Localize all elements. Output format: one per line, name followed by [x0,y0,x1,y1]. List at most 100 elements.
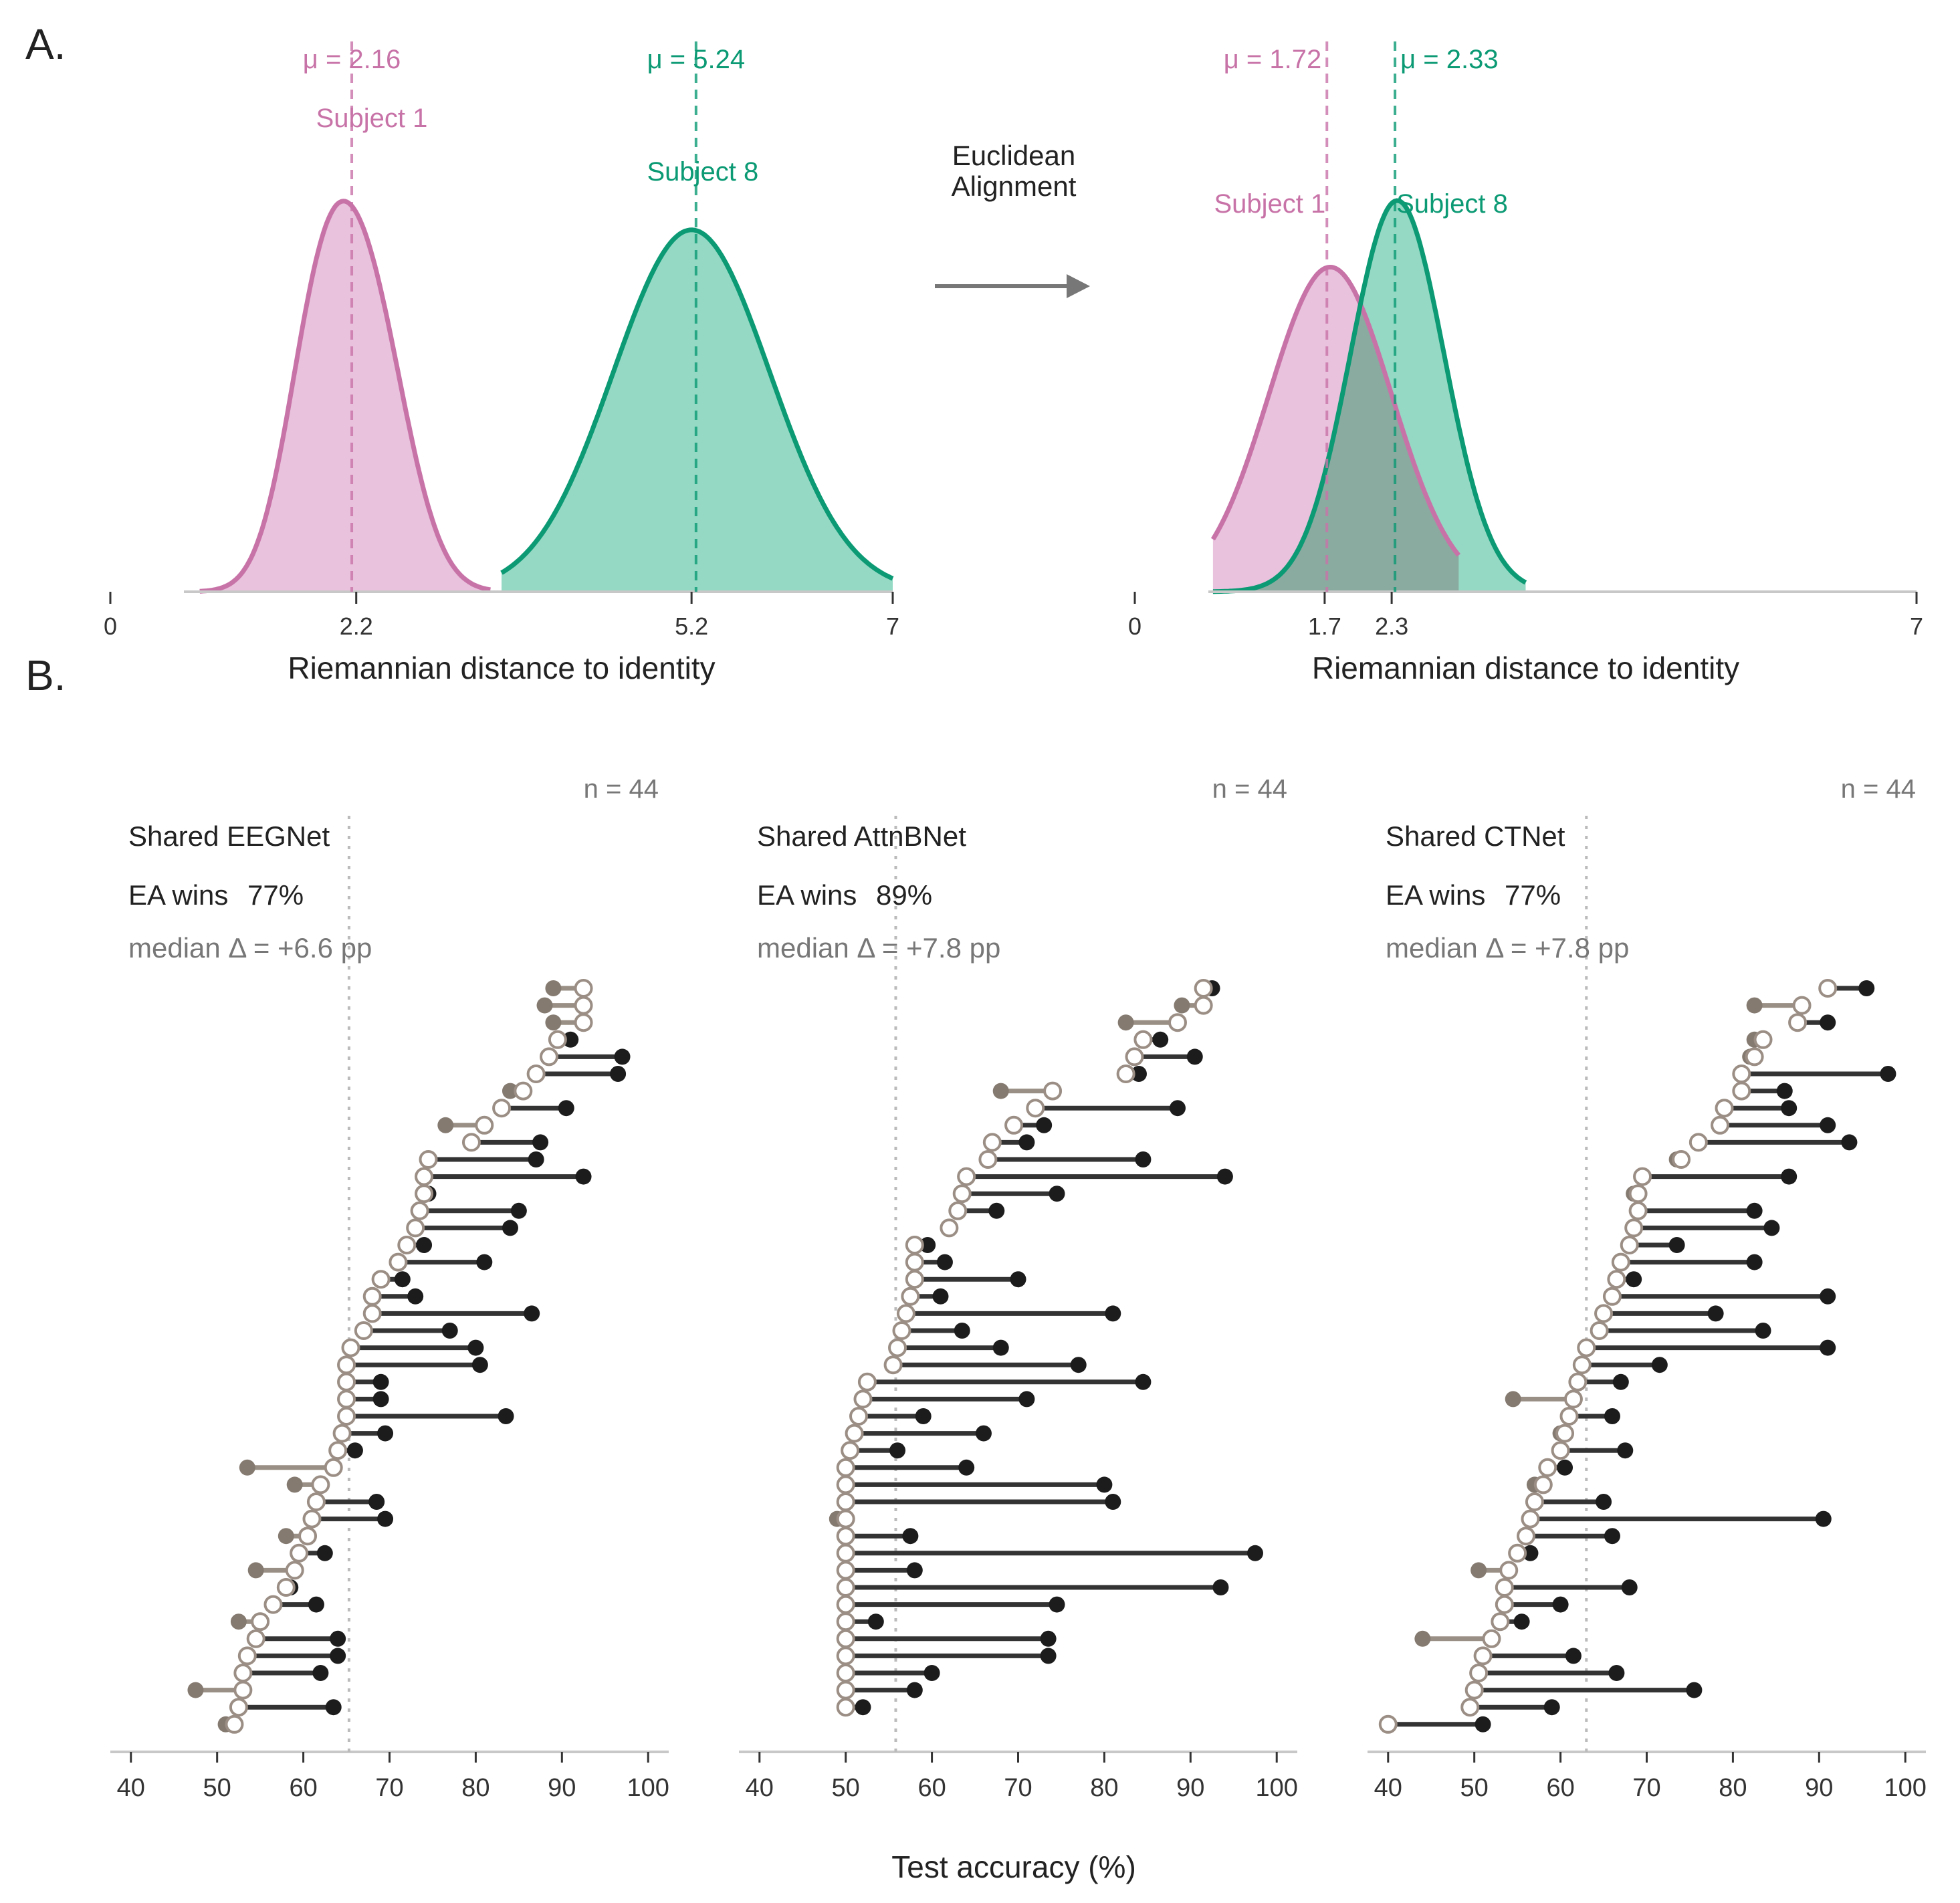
baseline-accuracy-dot [1105,1305,1121,1322]
baseline-accuracy-dot [1040,1630,1057,1647]
baseline-accuracy-dot [562,1031,579,1048]
x-tick-label: 40 [117,1774,145,1802]
baseline-accuracy-dot [1036,1117,1053,1133]
ea-accuracy-dot [514,1081,533,1101]
baseline-accuracy-dot [1135,1373,1152,1390]
ea-accuracy-dot [836,1664,855,1682]
baseline-accuracy-dot [1130,1066,1147,1082]
baseline-accuracy-dot [855,1699,871,1716]
x-tick-label: 90 [548,1774,576,1802]
baseline-accuracy-dot [1781,1100,1798,1117]
ea-accuracy-dot [892,1321,911,1340]
ea-accuracy-dot [836,1509,855,1529]
baseline-accuracy-dot [1746,997,1763,1014]
ea-accuracy-dot [982,1133,1002,1152]
density-curve-subject-1 [199,199,491,594]
baseline-accuracy-dot [545,1014,562,1031]
ea-accuracy-dot [836,1698,855,1717]
ea-accuracy-dot [1026,1099,1045,1118]
baseline-accuracy-dot [1746,1254,1763,1270]
ea-accuracy-dot [1563,1389,1583,1409]
ea-accuracy-dot [836,1629,855,1648]
ea-accuracy-dot [845,1424,864,1443]
ea-accuracy-dot [1125,1047,1144,1067]
ea-accuracy-dot [1043,1081,1063,1101]
baseline-accuracy-dot [1040,1648,1057,1664]
ea-accuracy-dot [1753,1030,1773,1049]
ea-accuracy-dot [354,1321,373,1340]
baseline-accuracy-dot [867,1613,884,1630]
ea-accuracy-dot [1672,1150,1691,1169]
baseline-accuracy-dot [1505,1391,1521,1408]
arrow-head-icon [1067,274,1090,298]
baseline-accuracy-dot [992,1083,1009,1099]
x-tick-label: 100 [1884,1774,1927,1802]
baseline-accuracy-dot [1174,997,1190,1014]
ea-accuracy-dot [306,1492,326,1511]
ea-accuracy-dot [1508,1543,1527,1563]
baseline-accuracy-dot [1049,1186,1065,1202]
baseline-accuracy-dot [1776,1083,1793,1099]
baseline-accuracy-dot [902,1528,919,1545]
arrow-label-line-2: Alignment [952,171,1077,202]
baseline-accuracy-dot [958,1459,975,1476]
series-label-subject-1: Subject 1 [1214,189,1325,219]
density-plot-after-alignment: 0 1.7 2.3 7 Riemannian distance to identity μ… [1128,41,1923,685]
baseline-accuracy-dot [558,1100,574,1117]
mean-label-subject-8: μ = 5.24 [647,45,745,74]
baseline-accuracy-dot [239,1459,255,1476]
baseline-accuracy-dot [1841,1134,1858,1151]
x-tick-label: 0 [104,612,117,640]
mean-label-subject-1: μ = 2.16 [303,45,401,74]
ea-accuracy-dot [1732,1081,1751,1101]
ea-accuracy-dot [836,1492,855,1511]
ea-accuracy-dot [341,1338,360,1357]
baseline-accuracy-dot [1880,1066,1896,1082]
baseline-accuracy-dot [1105,1494,1121,1510]
ea-accuracy-dot [1788,1013,1808,1032]
ea-accuracy-dot [1469,1664,1489,1682]
baseline-accuracy-dot [1617,1442,1634,1459]
baseline-accuracy-dot [1475,1716,1491,1732]
density-fill-subject-1 [199,201,491,592]
ea-accuracy-dot [1594,1304,1614,1323]
ea-accuracy-dot [1711,1115,1730,1135]
x-tick-label: 2.3 [1375,612,1408,640]
ea-accuracy-dot [1194,996,1213,1015]
ea-accuracy-dot [328,1441,348,1460]
ea-accuracy-dot [1624,1218,1644,1238]
baseline-accuracy-dot [1513,1613,1530,1630]
baseline-accuracy-dot [1522,1545,1539,1561]
baseline-accuracy-dot [377,1510,394,1527]
ea-accuracy-dot [1378,1714,1398,1734]
x-tick-label: 2.2 [340,612,373,640]
ea-accuracy-dot [263,1595,283,1614]
ea-accuracy-dot [298,1527,318,1546]
ea-accuracy-dot [337,1355,356,1375]
baseline-accuracy-dot [372,1373,389,1390]
baseline-accuracy-dot [1621,1579,1638,1595]
sample-size-label: n = 44 [1841,774,1916,804]
baseline-accuracy-dot [1216,1168,1233,1185]
x-tick-label: 40 [746,1774,774,1802]
baseline-accuracy-dot [325,1699,342,1716]
ea-accuracy-dot [1620,1236,1639,1254]
x-tick-label: 60 [917,1774,946,1802]
baseline-accuracy-dot [1169,1100,1186,1117]
baseline-accuracy-dot [936,1254,953,1270]
density-curve-subject-8 [1212,198,1527,594]
ea-accuracy-dot [233,1680,253,1700]
baseline-accuracy-dot [575,1168,592,1185]
baseline-accuracy-dot [1135,1151,1152,1167]
ea-accuracy-dot [836,1475,855,1494]
x-tick-label: 40 [1374,1774,1402,1802]
ea-accuracy-dot [849,1407,869,1426]
ea-accuracy-dot [410,1201,429,1220]
ea-accuracy-dot [332,1424,352,1443]
ea-accuracy-dot [1004,1115,1024,1135]
ea-accuracy-dot [290,1543,309,1563]
baseline-accuracy-dot [1565,1648,1582,1664]
baseline-accuracy-dot [1755,1323,1771,1339]
ea-accuracy-dot [1533,1475,1553,1494]
ea-accuracy-dot [337,1407,356,1426]
